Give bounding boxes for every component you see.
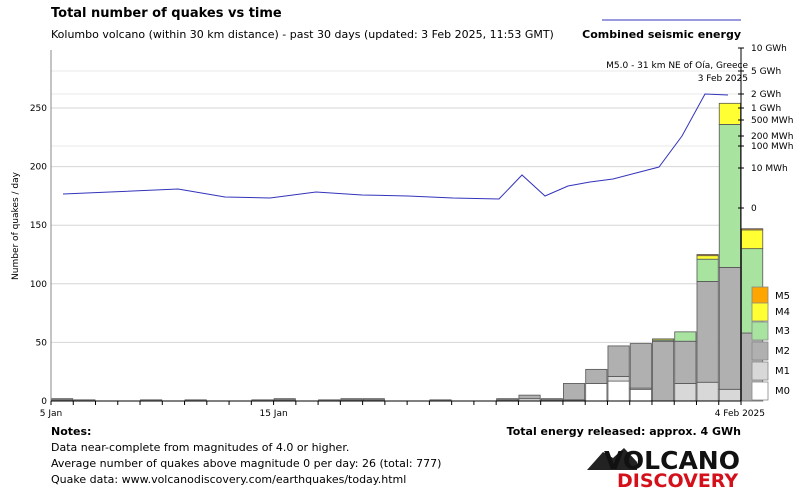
- bar-day31-M5: [741, 228, 764, 231]
- notes-line-3: Quake data: www.volcanodiscovery.com/ear…: [51, 473, 406, 486]
- total-energy-text: Total energy released: approx. 4 GWh: [507, 425, 741, 438]
- energy-tick-label-7: 10 MWh: [751, 164, 788, 174]
- y-tick-label-250: 250: [30, 104, 47, 114]
- y-tick-label-200: 200: [30, 163, 47, 173]
- energy-tick-label-8: 0: [751, 204, 757, 214]
- bar-day20-M2: [496, 398, 519, 401]
- energy-curve: [62, 93, 729, 200]
- logo-line2: DISCOVERY: [617, 470, 738, 492]
- bar-day31-M4: [741, 229, 764, 250]
- bar-day29-M4: [696, 255, 719, 260]
- energy-tick-label-1: 5 GWh: [751, 67, 781, 77]
- chart-title: Total number of quakes vs time: [51, 6, 282, 21]
- volcano-logo-icon: [587, 448, 637, 470]
- legend-swatch-M1: [751, 361, 769, 381]
- notes-heading: Notes:: [51, 425, 91, 438]
- bar-day22-M2: [540, 398, 563, 401]
- volcano-discovery-logo: VOLCANO DISCOVERY: [587, 446, 740, 492]
- bar-day14-M2: [362, 398, 385, 401]
- y-tick-labels: 0 50 100 150 200 250: [30, 104, 47, 407]
- y-tick-label-150: 150: [30, 221, 47, 231]
- bar-day28-M2: [674, 340, 697, 384]
- bar-day30-M4: [718, 102, 741, 125]
- bar-day26-M2: [629, 343, 652, 389]
- bar-day28-M3: [674, 331, 697, 342]
- energy-legend-label: Combined seismic energy: [582, 28, 741, 41]
- bars: [51, 102, 764, 402]
- bar-day25-M0: [607, 380, 630, 402]
- bar-day10-M2: [273, 398, 296, 401]
- bar-day26-M0: [629, 388, 652, 402]
- x-tick-labels: 5 Jan 15 Jan 4 Feb 2025: [40, 409, 765, 419]
- logo-line1: VOLCANO: [604, 446, 740, 475]
- bar-day30-M3: [718, 124, 741, 268]
- magnitude-legend: M5 M4 M3 M2 M1 M0: [751, 286, 790, 401]
- bar-day24-M0: [585, 383, 608, 402]
- legend-label-M3: M3: [775, 326, 790, 337]
- energy-tick-label-4: 500 MWh: [751, 116, 793, 126]
- legend-label-M4: M4: [775, 307, 790, 318]
- legend-label-M5: M5: [775, 291, 790, 302]
- legend-swatch-M5: [751, 286, 769, 306]
- y-tick-label-0: 0: [41, 397, 47, 407]
- bar-day30-M1: [718, 388, 741, 402]
- legend-label-M1: M1: [775, 366, 790, 377]
- bar-day0-M2: [51, 398, 74, 401]
- energy-series-line: [62, 93, 729, 200]
- energy-tick-label-0: 10 GWh: [751, 44, 787, 54]
- bar-day29-M3: [696, 258, 719, 282]
- bar-day29-M5: [696, 254, 719, 257]
- y-tick-label-100: 100: [30, 280, 47, 290]
- y-axis-label: Number of quakes / day: [11, 171, 21, 280]
- x-tick-label-0: 5 Jan: [40, 409, 62, 419]
- bar-day25-M2: [607, 345, 630, 377]
- x-tick-label-10: 15 Jan: [259, 409, 287, 419]
- bar-day27-M2: [652, 340, 675, 402]
- bar-day29-M1: [696, 381, 719, 402]
- energy-tick-label-5: 200 MWh: [751, 132, 793, 142]
- energy-tick-label-6: 100 MWh: [751, 142, 793, 152]
- grid-lines: [51, 70, 741, 343]
- energy-tick-label-3: 1 GWh: [751, 104, 781, 114]
- bar-day27-M4: [652, 338, 675, 341]
- bar-day24-M2: [585, 368, 608, 384]
- legend-swatch-M2: [751, 341, 769, 361]
- bar-day13-M2: [340, 398, 363, 401]
- legend-swatch-M0: [751, 381, 769, 401]
- bar-day21-M2: [518, 394, 541, 400]
- bar-day29-M2: [696, 281, 719, 383]
- y-tick-label-50: 50: [36, 338, 48, 348]
- bar-day30-M2: [718, 266, 741, 390]
- legend-label-M2: M2: [775, 346, 790, 357]
- bar-day28-M1: [674, 383, 697, 402]
- axes: [50, 48, 742, 405]
- event-annotation-line2: 3 Feb 2025: [698, 74, 748, 84]
- x-tick-label-30: 4 Feb 2025: [715, 409, 765, 419]
- chart-subtitle: Kolumbo volcano (within 30 km distance) …: [51, 28, 554, 41]
- energy-tick-label-2: 2 GWh: [751, 90, 781, 100]
- bar-day23-M2: [563, 383, 586, 401]
- legend-swatch-M4: [751, 302, 769, 322]
- notes-line-2: Average number of quakes above magnitude…: [51, 457, 441, 470]
- legend-label-M0: M0: [775, 386, 790, 397]
- legend-swatch-M3: [751, 321, 769, 341]
- event-annotation-line1: M5.0 - 31 km NE of Oía, Greece: [606, 61, 748, 71]
- bar-day25-M1: [607, 375, 630, 382]
- notes-line-1: Data near-complete from magnitudes of 4.…: [51, 441, 349, 454]
